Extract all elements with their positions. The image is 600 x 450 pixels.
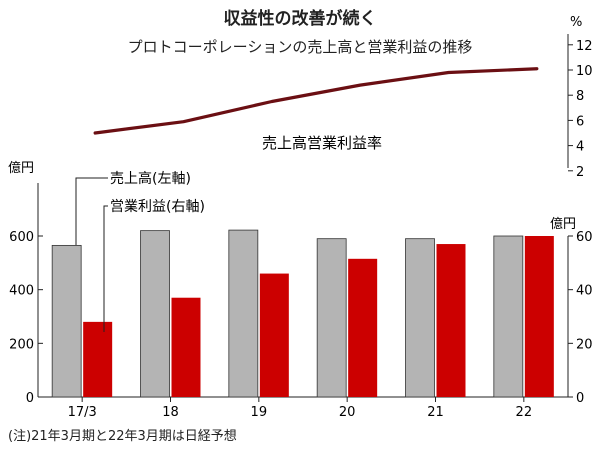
x-tick-label: 22 — [516, 405, 533, 420]
ratio-y-tick-label: 8 — [576, 89, 584, 104]
left-y-tick-label: 0 — [26, 391, 34, 406]
footnote: (注)21年3月期と22年3月期は日経予想 — [8, 429, 237, 444]
profit-bar — [524, 236, 554, 397]
profit-bar — [259, 273, 289, 397]
sales-bar — [493, 235, 524, 398]
left-y-unit: 億円 — [8, 160, 34, 176]
right-y-tick-label: 0 — [576, 391, 584, 406]
sales-bar — [140, 230, 170, 398]
profit-legend-leader — [103, 205, 108, 332]
chart-subtitle: プロトコーポレーションの売上高と営業利益の推移 — [127, 38, 473, 56]
x-tick-label: 18 — [162, 405, 179, 420]
sales-bar — [228, 229, 259, 398]
profit-bar — [348, 258, 378, 397]
ratio-series-label: 売上高営業利益率 — [262, 134, 382, 152]
ratio-line-chart: % 2 4 6 8 10 12 売上高営業利益率 — [93, 15, 593, 180]
ratio-y-tick-label: 6 — [576, 114, 584, 129]
x-tick-label: 21 — [427, 405, 444, 420]
x-tick-label: 20 — [339, 405, 356, 420]
left-y-tick-label: 600 — [9, 230, 34, 245]
ratio-y-tick-label: 4 — [576, 140, 584, 155]
sales-legend-leader — [75, 177, 108, 245]
x-tick-label: 19 — [251, 405, 268, 420]
profit-bar — [171, 297, 201, 397]
right-y-tick-label: 20 — [576, 337, 593, 352]
profit-legend-label: 営業利益(右軸) — [110, 199, 205, 215]
x-tick-label: 17/3 — [68, 405, 97, 420]
left-y-tick-label: 200 — [9, 337, 34, 352]
ratio-y-unit: % — [570, 15, 582, 30]
sales-bar — [51, 244, 82, 398]
sales-bar — [405, 238, 435, 398]
right-y-unit: 億円 — [550, 216, 576, 232]
ratio-y-tick-label: 12 — [576, 39, 593, 54]
right-y-tick-label: 40 — [576, 284, 593, 299]
ratio-series-line — [93, 67, 539, 135]
ratio-y-tick-label: 2 — [576, 165, 584, 180]
chart-title: 収益性の改善が続く — [223, 9, 377, 29]
sales-legend-label: 売上高(左軸) — [110, 170, 191, 187]
profit-bar — [83, 321, 113, 397]
ratio-y-tick-label: 10 — [576, 64, 593, 79]
left-y-tick-label: 400 — [9, 284, 34, 299]
profit-bar — [436, 244, 466, 397]
sales-bar — [316, 238, 347, 398]
right-y-tick-label: 60 — [576, 230, 593, 245]
